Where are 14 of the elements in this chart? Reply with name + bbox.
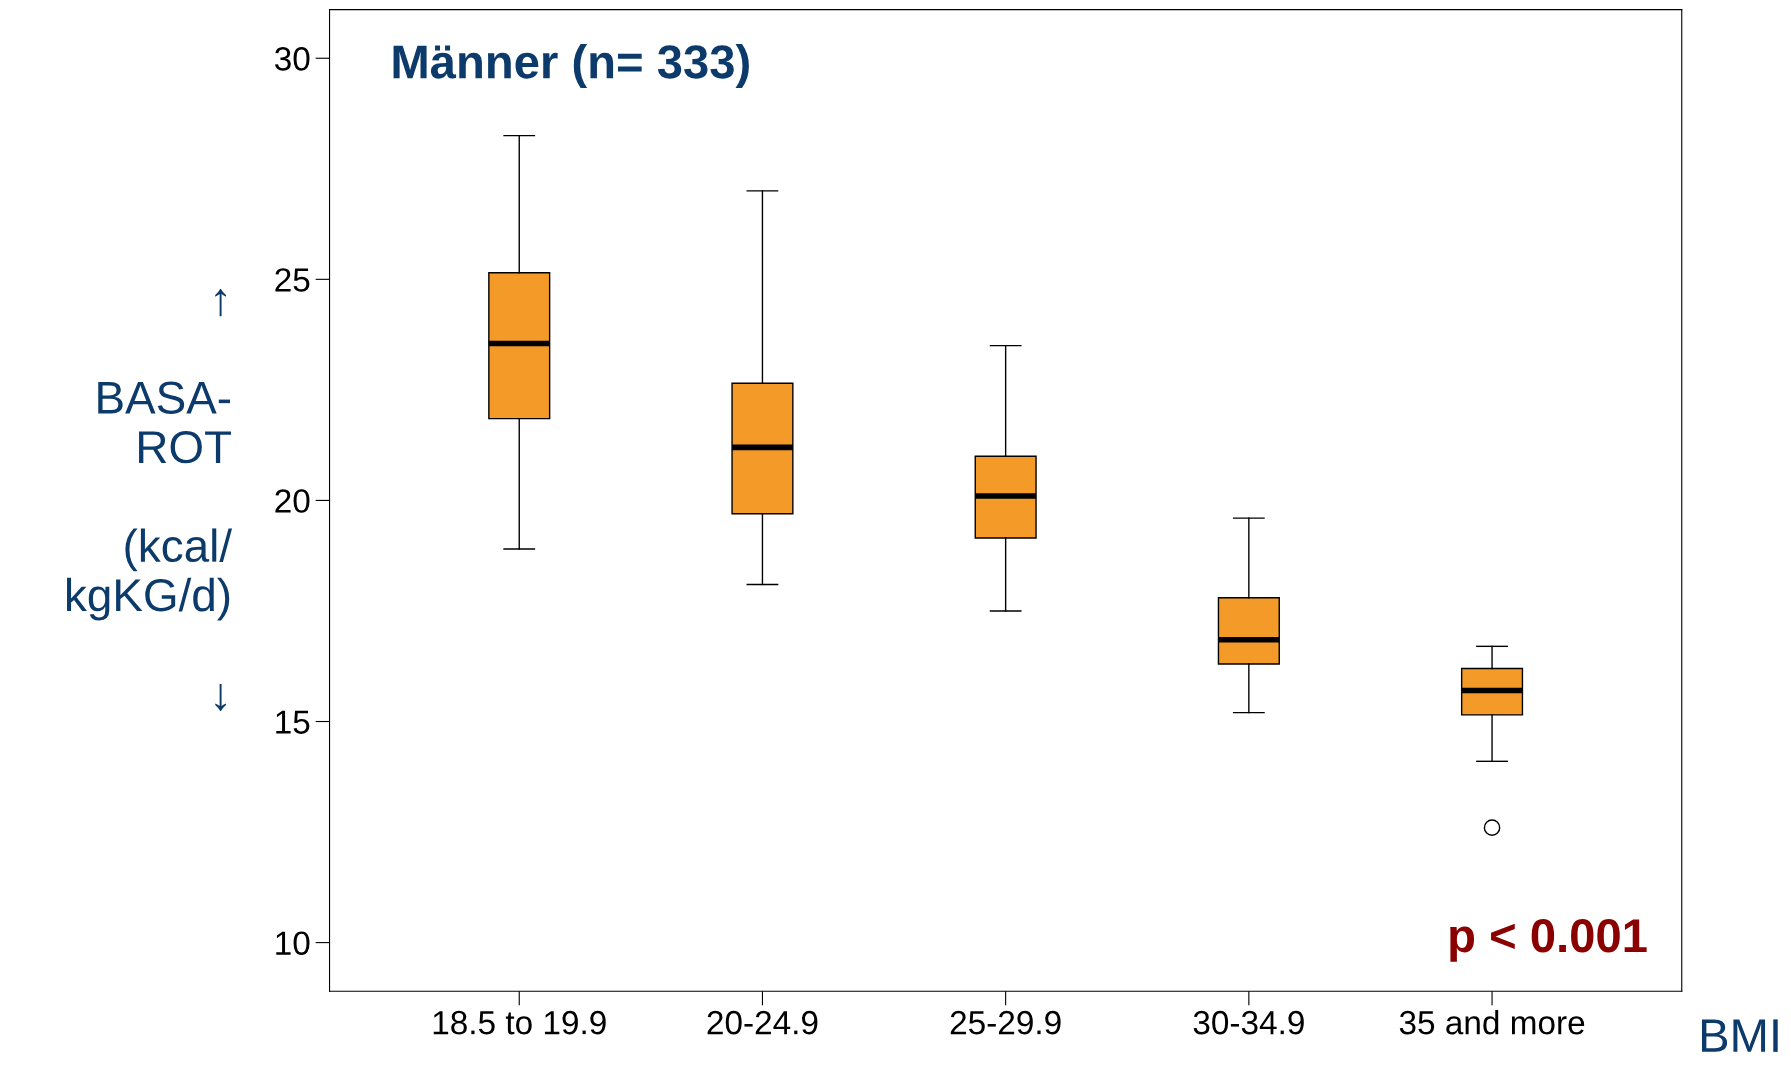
annotation: p < 0.001 (1450, 919, 1647, 962)
x-tick-label: 20-24.9 (707, 1010, 818, 1035)
x-tick-label: 35 and more (1399, 1009, 1585, 1035)
x-tick-label: 30-34.9 (1193, 1010, 1304, 1035)
x-tick-label: 25-29.9 (950, 1010, 1061, 1035)
text: Männer (n= 333) (393, 43, 749, 88)
y-tick-label: 20 (275, 489, 310, 513)
y-tick-label: 30 (274, 47, 310, 71)
y-tick-label: 25 (275, 268, 310, 292)
y-tick-label: 15 (276, 710, 310, 734)
text: ↑ BASA- ROT (kcal/ kgKG/d) ↓ (67, 289, 233, 712)
x-axis-title: BMI (1701, 1019, 1778, 1052)
x-tick-label: 18.5 to 19.9 (433, 1010, 606, 1035)
y-tick-label: 10 (276, 931, 310, 956)
